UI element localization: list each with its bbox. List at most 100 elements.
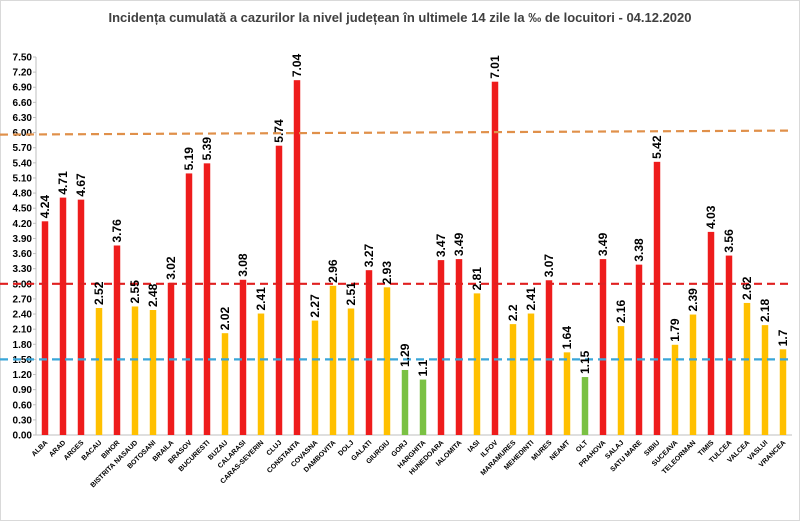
bar-prahova: [599, 259, 607, 435]
data-label: 3.07: [542, 254, 556, 278]
y-tick-label: 3.90: [13, 234, 33, 245]
bar-hunedoara: [437, 260, 445, 435]
bar-covasna: [311, 320, 319, 435]
y-tick-label: 1.80: [13, 340, 33, 351]
data-label: 1.1: [416, 360, 430, 377]
data-label: 1.79: [668, 318, 682, 342]
bar-cluj: [275, 145, 283, 436]
bar-tulcea: [725, 255, 733, 435]
x-tick-label: TELEORMAN: [661, 439, 697, 475]
chart-title: Incidența cumulată a cazurilor la nivel …: [108, 10, 691, 25]
data-label: 1.7: [776, 329, 790, 346]
bar-ilfov: [491, 81, 499, 436]
bar-valcea: [743, 302, 751, 435]
y-tick-label: 0.90: [13, 385, 33, 396]
y-tick-label: 0.30: [13, 415, 33, 426]
data-label: 2.41: [524, 287, 538, 311]
bar-maramures: [509, 324, 517, 435]
y-tick-label: 3.00: [13, 279, 33, 290]
bar-mures: [545, 280, 553, 435]
y-tick-label: 6.00: [13, 128, 33, 139]
data-label: 4.24: [38, 195, 52, 219]
y-tick-label: 7.20: [13, 68, 33, 79]
data-label: 1.15: [578, 350, 592, 374]
data-label: 3.49: [452, 232, 466, 256]
data-label: 3.27: [362, 244, 376, 268]
y-tick-label: 1.20: [13, 370, 33, 381]
bar-ialomita: [455, 259, 463, 435]
data-label: 4.71: [56, 171, 70, 195]
data-label: 1.29: [398, 343, 412, 367]
data-label: 3.02: [164, 256, 178, 280]
y-tick-label: 3.60: [13, 249, 33, 260]
bar-brasov: [185, 173, 193, 435]
bar-arges: [77, 199, 85, 435]
bar-dolj: [347, 308, 355, 435]
data-label: 2.27: [308, 294, 322, 318]
data-label: 3.08: [236, 253, 250, 277]
bar-buzau: [221, 333, 229, 435]
bar-alba: [41, 221, 49, 435]
bar-mehedinti: [527, 313, 535, 435]
y-tick-label: 7.50: [13, 53, 33, 64]
data-label: 3.56: [722, 229, 736, 253]
bar-galati: [365, 270, 373, 435]
bar-calarasi: [239, 279, 247, 435]
y-tick-label: 0.60: [13, 400, 33, 411]
data-label: 4.67: [74, 173, 88, 197]
bar-giurgiu: [383, 287, 391, 435]
x-tick-label: IASI: [467, 439, 482, 454]
data-label: 3.38: [632, 238, 646, 262]
threshold-lines: [0, 129, 793, 361]
data-label: 3.49: [596, 232, 610, 256]
bar-vrancea: [779, 349, 787, 435]
data-label: 2.52: [92, 281, 106, 305]
bar-gorj: [401, 369, 409, 435]
data-label: 7.01: [488, 55, 502, 79]
bar-caras-severin: [257, 313, 265, 435]
bar-iasi: [473, 293, 481, 435]
x-tick-label: OLT: [575, 439, 590, 454]
bar-salaj: [617, 326, 625, 435]
data-label: 2.93: [380, 261, 394, 285]
data-label: 1.64: [560, 326, 574, 350]
bar-harghita: [419, 379, 427, 435]
data-label: 2.16: [614, 299, 628, 323]
y-tick-label: 6.90: [13, 83, 33, 94]
y-tick-label: 6.30: [13, 113, 33, 124]
y-tick-label: 2.70: [13, 294, 33, 305]
y-tick-label: 2.40: [13, 310, 33, 321]
data-label: 2.55: [128, 280, 142, 304]
y-tick-label: 5.10: [13, 173, 33, 184]
y-axis-ticks: 0.00 0.30 0.60 0.90 1.20 1.50 1.80 2.10 2.40 2.70…: [13, 53, 36, 442]
data-label: 2.62: [740, 276, 754, 300]
bar-bistrita-nasaud: [131, 306, 139, 435]
data-label: 5.74: [272, 119, 286, 143]
bar-suceava: [671, 344, 679, 435]
y-tick-label: 5.40: [13, 158, 33, 169]
data-label: 2.96: [326, 259, 340, 283]
bar-bacau: [95, 307, 103, 435]
bar-bihor: [113, 245, 121, 435]
data-label: 5.19: [182, 147, 196, 171]
data-label: 2.48: [146, 283, 160, 307]
bar-bucuresti: [203, 163, 211, 435]
x-tick-label: NEAMT: [549, 439, 572, 462]
y-tick-label: 4.50: [13, 204, 33, 215]
bars: [41, 80, 787, 436]
bar-botosani: [149, 310, 157, 435]
data-label: 3.76: [110, 219, 124, 243]
bar-teleorman: [689, 314, 697, 435]
data-label: 2.41: [254, 287, 268, 311]
data-label: 2.2: [506, 304, 520, 321]
data-label: 2.81: [470, 267, 484, 291]
y-tick-label: 4.20: [13, 219, 33, 230]
data-label: 2.02: [218, 307, 232, 331]
data-label: 3.47: [434, 233, 448, 257]
bar-satu-mare: [635, 264, 643, 435]
bar-vaslui: [761, 325, 769, 435]
bar-olt: [581, 377, 589, 435]
y-tick-label: 6.60: [13, 98, 33, 109]
